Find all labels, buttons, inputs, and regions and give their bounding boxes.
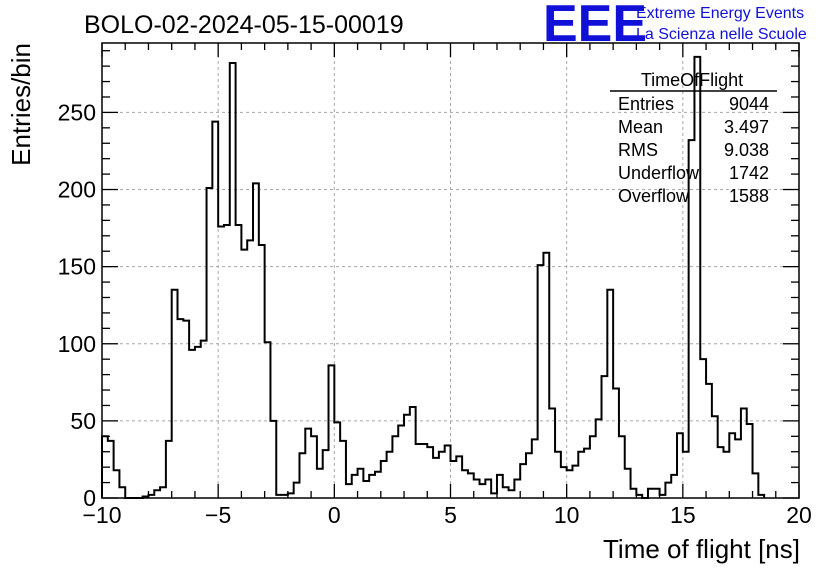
stats-label-mean: Mean: [618, 117, 663, 137]
stats-label-rms: RMS: [618, 140, 658, 160]
x-tick-label: 10: [554, 502, 580, 528]
y-tick-label: 150: [58, 254, 96, 280]
x-tick-label: 15: [670, 502, 696, 528]
stats-value-overflow: 1588: [729, 186, 769, 206]
stats-value-mean: 3.497: [724, 117, 769, 137]
logo-mark: EEE: [543, 0, 647, 53]
x-tick-label: 0: [328, 502, 341, 528]
logo-line-1: Extreme Energy Events: [636, 5, 804, 22]
x-tick-label: −10: [82, 502, 121, 528]
y-tick-label: 0: [83, 485, 96, 511]
stats-label-entries: Entries: [618, 94, 674, 114]
x-axis-label: Time of flight [ns]: [603, 534, 800, 564]
x-tick-label: −5: [205, 502, 231, 528]
stats-value-rms: 9.038: [724, 140, 769, 160]
axis-ticks: [101, 43, 800, 499]
x-tick-label: 5: [444, 502, 457, 528]
stats-value-underflow: 1742: [729, 163, 769, 183]
y-axis-label: Entries/bin: [6, 43, 36, 166]
logo-line-2: La Scienza nelle Scuole: [636, 26, 807, 43]
logo: EEE Extreme Energy Events La Scienza nel…: [543, 0, 807, 53]
histogram-line: [101, 55, 766, 499]
stats-title: TimeOfFlight: [641, 70, 743, 90]
x-tick-labels: −10 −5 0 5 10 15 20: [82, 502, 811, 528]
y-tick-label: 100: [58, 331, 96, 357]
x-tick-label: 20: [786, 502, 812, 528]
y-tick-label: 200: [58, 177, 96, 203]
stats-box: TimeOfFlight Entries 9044 Mean 3.497 RMS…: [610, 70, 777, 206]
stats-label-overflow: Overflow: [618, 186, 690, 206]
y-tick-labels: 0 50 100 150 200 250: [58, 99, 96, 511]
stats-value-entries: 9044: [729, 94, 769, 114]
y-tick-label: 50: [70, 408, 96, 434]
y-tick-label: 250: [58, 99, 96, 125]
chart-title: BOLO-02-2024-05-15-00019: [84, 11, 404, 39]
stats-label-underflow: Underflow: [618, 163, 700, 183]
